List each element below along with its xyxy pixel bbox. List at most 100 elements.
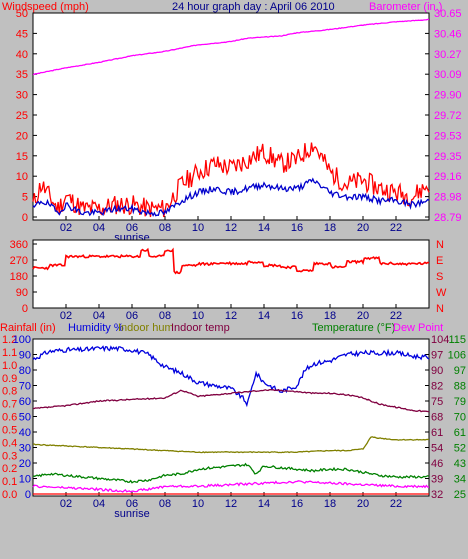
- temp-tick-label: 115: [448, 334, 466, 346]
- temp-tick-label: 39: [431, 474, 443, 486]
- x-tick-label: 08: [159, 222, 171, 234]
- temp-tick-label: 97: [454, 365, 466, 377]
- humidity-tick-label: 0: [25, 489, 31, 501]
- x-tick-label: 22: [390, 498, 402, 510]
- wind-tick-label: 40: [16, 49, 28, 61]
- indoor-temp-axis-label: Indoor temp: [171, 322, 230, 334]
- temp-tick-label: 52: [454, 443, 466, 455]
- rain-tick-label: 0.2: [2, 463, 17, 475]
- humidity-tick-label: 60: [19, 396, 31, 408]
- temp-tick-label: 70: [454, 412, 466, 424]
- humidity-tick-label: 70: [19, 381, 31, 393]
- x-tick-label: 08: [159, 310, 171, 322]
- x-tick-label: 20: [357, 222, 369, 234]
- compass-tick-label: S: [436, 271, 443, 283]
- indoor-hum-line: [32, 436, 430, 454]
- x-tick-label: 06: [126, 310, 138, 322]
- direction-line: [32, 247, 430, 275]
- x-tick-label: 04: [93, 310, 105, 322]
- baro-tick-label: 28.79: [434, 212, 462, 224]
- direction-tick-label: 180: [10, 271, 28, 283]
- baro-axis-label: Barometer (in.): [369, 1, 442, 13]
- rain-tick-label: 1.0: [2, 360, 17, 372]
- temp-tick-label: 106: [448, 350, 466, 362]
- baro-tick-label: 30.65: [434, 8, 462, 20]
- x-tick-label: 06: [126, 498, 138, 510]
- wind-tick-label: 25: [16, 110, 28, 122]
- compass-tick-label: N: [436, 239, 444, 251]
- x-tick-label: 18: [324, 498, 336, 510]
- humidity-line: [32, 345, 430, 408]
- humidity-tick-label: 10: [19, 474, 31, 486]
- x-tick-label: 18: [324, 310, 336, 322]
- baro-tick-label: 29.35: [434, 151, 462, 163]
- wind-axis-label: Windspeed (mph): [2, 1, 89, 13]
- temp-tick-label: 46: [431, 458, 443, 470]
- baro-tick-label: 30.09: [434, 69, 462, 81]
- x-tick-label: 12: [225, 498, 237, 510]
- x-tick-label: 10: [192, 498, 204, 510]
- x-tick-label: 06: [126, 222, 138, 234]
- rain-tick-label: 0.3: [2, 450, 17, 462]
- wind-tick-label: 45: [16, 28, 28, 40]
- wind-tick-label: 20: [16, 130, 28, 142]
- humidity-tick-label: 50: [19, 412, 31, 424]
- rain-tick-label: 0.5: [2, 424, 17, 436]
- rain-tick-label: 0.8: [2, 386, 17, 398]
- wind-tick-label: 15: [16, 151, 28, 163]
- temperature-line: [32, 462, 430, 484]
- baro-tick-label: 29.53: [434, 130, 462, 142]
- x-tick-label: 18: [324, 222, 336, 234]
- x-tick-label: 12: [225, 310, 237, 322]
- panel-wind-barometer: Windspeed (mph) 24 hour graph day : Apri…: [2, 1, 462, 244]
- temp-tick-label: 54: [431, 443, 443, 455]
- rainfall-axis-label: Rainfall (in): [0, 322, 56, 334]
- x-tick-label: 20: [357, 310, 369, 322]
- temp-tick-label: 88: [454, 381, 466, 393]
- baro-tick-label: 29.90: [434, 90, 462, 102]
- wind-tick-label: 50: [16, 8, 28, 20]
- dewpoint-line: [32, 480, 430, 493]
- x-tick-label: 02: [60, 310, 72, 322]
- temp-tick-label: 43: [454, 458, 466, 470]
- temp-tick-label: 79: [454, 396, 466, 408]
- rain-tick-label: 0.0: [2, 489, 17, 501]
- panel-humidity-temperature: Rainfall (in) Humidity % Indoor hum Indo…: [0, 322, 466, 520]
- direction-tick-label: 270: [10, 255, 28, 267]
- humidity-tick-label: 100: [13, 334, 31, 346]
- direction-tick-label: 90: [16, 287, 28, 299]
- temperature-axis-label: Temperature (°F): [312, 322, 395, 334]
- rain-tick-label: 0.6: [2, 412, 17, 424]
- x-tick-label: 14: [258, 222, 270, 234]
- temp-tick-label: 34: [454, 474, 466, 486]
- x-tick-label: 12: [225, 222, 237, 234]
- x-tick-label: 02: [60, 222, 72, 234]
- humidity-axis-label: Humidity %: [68, 322, 124, 334]
- x-tick-label: 08: [159, 498, 171, 510]
- temp-tick-label: 61: [454, 427, 466, 439]
- dewpoint-axis-label: Dew Point: [393, 322, 443, 334]
- wind-tick-label: 5: [22, 192, 28, 204]
- temp-tick-label: 32: [431, 489, 443, 501]
- x-tick-label: 20: [357, 498, 369, 510]
- baro-tick-label: 28.98: [434, 192, 462, 204]
- windavg-line: [32, 177, 430, 217]
- rain-tick-label: 0.4: [2, 437, 17, 449]
- windgust-line: [32, 142, 430, 218]
- x-tick-label: 14: [258, 498, 270, 510]
- humidity-tick-label: 80: [19, 365, 31, 377]
- baro-tick-label: 29.16: [434, 171, 462, 183]
- rain-tick-label: 1.2: [2, 334, 17, 346]
- x-tick-label: 10: [192, 310, 204, 322]
- x-tick-label: 22: [390, 310, 402, 322]
- compass-tick-label: N: [436, 303, 444, 315]
- temp-tick-label: 104: [431, 334, 449, 346]
- x-tick-label: 10: [192, 222, 204, 234]
- temp-tick-label: 25: [454, 489, 466, 501]
- rain-tick-label: 1.1: [2, 347, 17, 359]
- direction-tick-label: 360: [10, 239, 28, 251]
- humidity-tick-label: 20: [19, 458, 31, 470]
- rain-tick-label: 0.1: [2, 476, 17, 488]
